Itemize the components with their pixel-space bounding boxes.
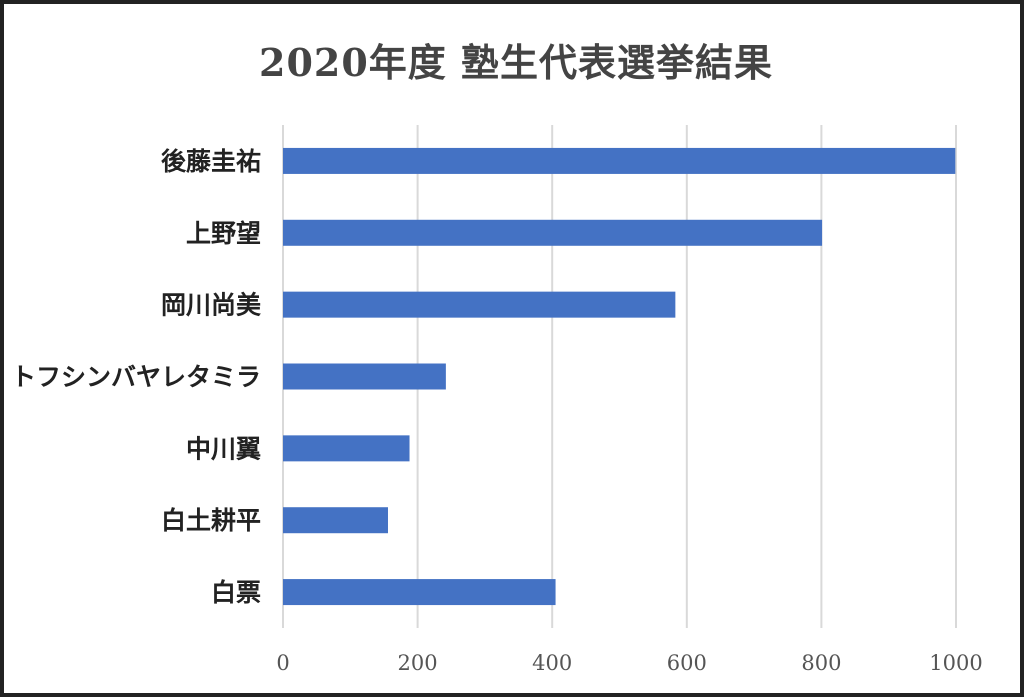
x-tick-label: 800 [801, 651, 841, 675]
category-label: 上野望 [186, 219, 261, 248]
bar-6 [283, 579, 556, 606]
category-label: 白土耕平 [161, 506, 261, 535]
bar-2 [283, 291, 676, 318]
x-tick-labels: 0 200 400 600 800 1000 [276, 651, 982, 675]
x-tick-label: 200 [398, 651, 438, 675]
bar-4 [283, 435, 410, 462]
category-label: トフシンバヤレタミラ [11, 363, 261, 392]
bar-1 [283, 219, 823, 246]
bar-0 [283, 147, 956, 174]
x-tick-label: 1000 [929, 651, 982, 675]
x-tick-label: 0 [276, 651, 289, 675]
category-label: 中川翼 [186, 434, 261, 463]
x-tick-label: 600 [667, 651, 707, 675]
bars [283, 147, 956, 606]
chart-title: 2020年度 塾生代表選挙結果 [259, 40, 773, 85]
category-label: 後藤圭祐 [161, 147, 261, 176]
category-label: 岡川尚美 [161, 291, 261, 320]
category-label: 白票 [211, 578, 261, 607]
bar-3 [283, 363, 446, 390]
bar-5 [283, 507, 388, 534]
x-tick-label: 400 [532, 651, 572, 675]
